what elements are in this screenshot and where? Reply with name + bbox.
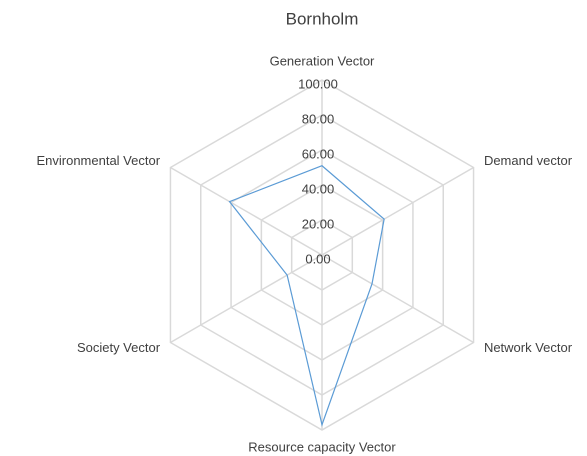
- category-label: Generation Vector: [270, 53, 375, 68]
- category-label: Environmental Vector: [36, 153, 160, 168]
- r-tick-label: 40.00: [302, 181, 335, 196]
- category-label: Resource capacity Vector: [248, 439, 396, 454]
- category-label: Society Vector: [77, 340, 161, 355]
- r-tick-label: 20.00: [302, 216, 335, 231]
- category-label: Demand vector: [484, 153, 573, 168]
- axis-spoke: [321, 166, 474, 256]
- axis-spoke: [321, 254, 474, 344]
- series-line: [228, 165, 385, 427]
- chart-title: Bornholm: [286, 9, 359, 28]
- axis-spoke: [170, 166, 323, 256]
- r-tick-label: 60.00: [302, 146, 335, 161]
- axis-spoke: [170, 254, 323, 344]
- r-tick-label: 100.00: [298, 76, 338, 91]
- r-tick-label: 0.00: [305, 251, 330, 266]
- category-label: Network Vector: [484, 340, 573, 355]
- r-tick-label: 80.00: [302, 111, 335, 126]
